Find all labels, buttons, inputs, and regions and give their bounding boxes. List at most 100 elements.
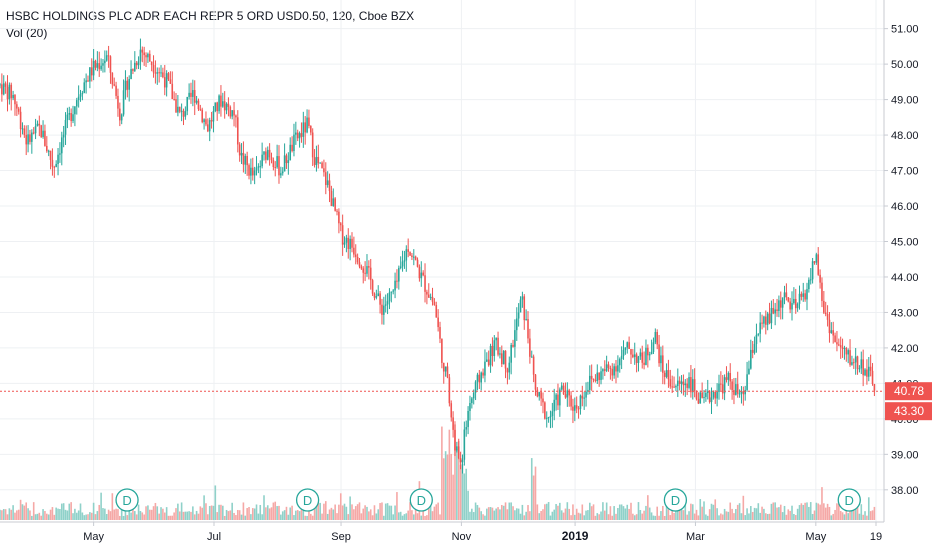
candle-body (699, 392, 702, 404)
volume-bar (633, 515, 636, 520)
candle-body (265, 151, 267, 160)
candle-body (416, 259, 419, 267)
candle-body (169, 79, 172, 84)
volume-bar (667, 509, 670, 520)
candle-body (205, 119, 207, 125)
volume-bar (474, 502, 477, 520)
candle-body (553, 399, 556, 412)
volume-bar (345, 506, 348, 520)
volume-bar (412, 514, 415, 520)
candle-body (469, 403, 471, 411)
candle-body (454, 429, 456, 451)
candle-body (270, 157, 273, 161)
price-tick-label: 44.00 (891, 272, 919, 284)
volume-bar (491, 507, 494, 520)
volume-bar (587, 510, 589, 520)
candle-body (645, 347, 647, 365)
volume-bar (59, 509, 61, 520)
candle-body (748, 368, 750, 375)
volume-bar (255, 504, 258, 520)
volume-bar (373, 505, 376, 520)
volume-bar (852, 504, 855, 520)
volume-bar (437, 502, 439, 520)
volume-bar (272, 502, 275, 520)
candle-body (796, 303, 799, 309)
volume-bar (448, 429, 451, 520)
volume-bar (856, 505, 859, 520)
volume-bar (763, 508, 765, 520)
volume-bar (486, 508, 488, 520)
candle-body (163, 77, 166, 88)
candle-body (354, 254, 357, 257)
volume-bar (594, 515, 597, 520)
volume-bar (113, 509, 116, 520)
candle-body (684, 383, 687, 386)
volume-bar (195, 510, 198, 520)
candle-body (315, 156, 318, 165)
candle-body (201, 109, 204, 123)
candle-body (229, 106, 232, 117)
candle-body (862, 359, 864, 376)
candle-body (117, 95, 119, 109)
volume-bar (330, 507, 333, 520)
volume-bar (369, 509, 372, 520)
candle-body (289, 144, 292, 161)
volume-bar (530, 458, 533, 520)
candle-body (508, 362, 511, 373)
volume-bar (545, 503, 548, 520)
candle-body (353, 247, 355, 255)
volume-bar (873, 506, 876, 520)
candle-body (227, 103, 230, 107)
volume-bar (866, 515, 868, 520)
candle-body (628, 342, 630, 349)
candle-body (441, 338, 443, 363)
candle-body (463, 429, 466, 460)
candle-body (72, 114, 74, 122)
candle-body (519, 299, 522, 313)
candle-body (384, 304, 387, 306)
candle-body (746, 374, 748, 390)
volume-bar (396, 492, 398, 520)
candle-body (735, 384, 737, 395)
volume-bar (208, 506, 211, 520)
candle-body (587, 389, 589, 392)
volume-bar (134, 511, 136, 520)
time-axis[interactable]: May Jul Sep Nov 2019 Mar May 19 (0, 521, 884, 543)
candle-body (426, 291, 428, 295)
candle-body (682, 381, 685, 386)
candle-body (152, 65, 155, 73)
candle-body (34, 126, 37, 134)
candle-body (162, 72, 164, 78)
volume-bar (278, 505, 280, 520)
candle-body (10, 84, 13, 99)
candle-body (718, 383, 720, 393)
candle-body (199, 109, 202, 111)
candle-body (559, 389, 561, 406)
volume-bar (800, 503, 803, 520)
volume-bar (236, 509, 239, 520)
candle-body (673, 386, 675, 388)
candle-body (618, 358, 621, 366)
candle-body (311, 132, 314, 158)
candle-body (266, 149, 269, 160)
candle-body (70, 113, 72, 122)
volume-bar (218, 504, 220, 520)
candle-body (304, 122, 306, 133)
candle-body (44, 130, 46, 146)
volume-bar (92, 502, 95, 520)
candle-body (665, 370, 668, 377)
candle-body (143, 52, 145, 56)
volume-bar (173, 512, 175, 520)
volume-bar (405, 513, 408, 520)
volume-bar (839, 511, 842, 520)
candle-body (858, 368, 861, 370)
candle-body (233, 110, 235, 116)
volume-bar (289, 507, 292, 520)
candle-body (306, 117, 308, 133)
candle-body (47, 150, 50, 152)
volume-bar (641, 513, 644, 520)
price-axis[interactable]: 51.00 50.00 49.00 48.00 47.00 46.00 45.00 44.00… (883, 0, 932, 550)
volume-bar (557, 505, 559, 520)
volume-bar (298, 511, 301, 520)
